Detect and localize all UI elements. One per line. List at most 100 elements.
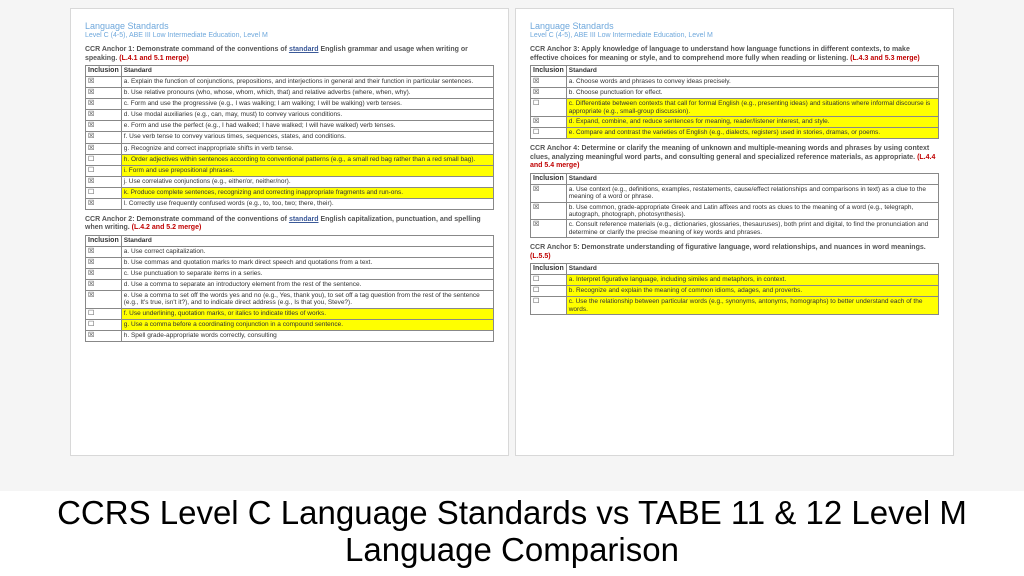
table-row: ☐g. Use a comma before a coordinating co… <box>86 319 494 330</box>
anchor-heading: CCR Anchor 3: Apply knowledge of languag… <box>530 46 939 63</box>
inclusion-mark: ☐ <box>86 308 122 319</box>
table-row: ☒e. Form and use the perfect (e.g., I ha… <box>86 121 494 132</box>
table-row: ☒g. Recognize and correct inappropriate … <box>86 143 494 154</box>
standard-text: i. Form and use prepositional phrases. <box>121 165 493 176</box>
inclusion-mark: ☒ <box>531 77 567 88</box>
table-row: ☐f. Use underlining, quotation marks, or… <box>86 308 494 319</box>
page-right: Language Standards Level C (4-5), ABE II… <box>515 8 954 456</box>
inclusion-mark: ☒ <box>86 132 122 143</box>
table-row: ☐c. Differentiate between contexts that … <box>531 99 939 117</box>
anchor-heading: CCR Anchor 5: Demonstrate understanding … <box>530 244 939 261</box>
standard-text: e. Use a comma to set off the words yes … <box>121 290 493 308</box>
table-row: ☒a. Use correct capitalization. <box>86 246 494 257</box>
table-row: ☐c. Use the relationship between particu… <box>531 297 939 315</box>
inclusion-mark: ☐ <box>531 275 567 286</box>
standards-table: InclusionStandard☒a. Explain the functio… <box>85 65 494 210</box>
inclusion-mark: ☒ <box>86 77 122 88</box>
inclusion-mark: ☐ <box>86 319 122 330</box>
standard-text: a. Use context (e.g., definitions, examp… <box>566 184 938 202</box>
standard-text: g. Recognize and correct inappropriate s… <box>121 143 493 154</box>
standard-text: b. Use commas and quotation marks to mar… <box>121 257 493 268</box>
inclusion-mark: ☒ <box>86 268 122 279</box>
standards-table: InclusionStandard☒a. Choose words and ph… <box>530 65 939 139</box>
table-row: ☐k. Produce complete sentences, recogniz… <box>86 187 494 198</box>
col-inclusion: Inclusion <box>531 264 567 275</box>
table-row: ☒b. Use relative pronouns (who, whose, w… <box>86 88 494 99</box>
standard-text: k. Produce complete sentences, recognizi… <box>121 187 493 198</box>
standard-text: l. Correctly use frequently confused wor… <box>121 198 493 209</box>
table-row: ☒b. Choose punctuation for effect. <box>531 88 939 99</box>
standard-text: c. Form and use the progressive (e.g., I… <box>121 99 493 110</box>
inclusion-mark: ☒ <box>86 330 122 341</box>
inclusion-mark: ☐ <box>531 128 567 139</box>
standard-text: e. Form and use the perfect (e.g., I had… <box>121 121 493 132</box>
anchor-heading: CCR Anchor 2: Demonstrate command of the… <box>85 216 494 233</box>
table-row: ☒l. Correctly use frequently confused wo… <box>86 198 494 209</box>
inclusion-mark: ☐ <box>86 154 122 165</box>
col-inclusion: Inclusion <box>531 66 567 77</box>
inclusion-mark: ☒ <box>86 121 122 132</box>
standard-text: c. Consult reference materials (e.g., di… <box>566 220 938 238</box>
table-row: ☒b. Use commas and quotation marks to ma… <box>86 257 494 268</box>
inclusion-mark: ☒ <box>531 220 567 238</box>
table-row: ☒j. Use correlative conjunctions (e.g., … <box>86 176 494 187</box>
anchor-heading: CCR Anchor 4: Determine or clarify the m… <box>530 145 939 170</box>
page-left: Language Standards Level C (4-5), ABE II… <box>70 8 509 456</box>
standard-text: j. Use correlative conjunctions (e.g., e… <box>121 176 493 187</box>
col-standard: Standard <box>566 66 938 77</box>
table-row: ☒a. Use context (e.g., definitions, exam… <box>531 184 939 202</box>
table-row: ☒b. Use common, grade-appropriate Greek … <box>531 202 939 220</box>
inclusion-mark: ☐ <box>531 297 567 315</box>
col-standard: Standard <box>566 173 938 184</box>
standards-table: InclusionStandard☐a. Interpret figurativ… <box>530 263 939 315</box>
inclusion-mark: ☒ <box>531 202 567 220</box>
inclusion-mark: ☒ <box>86 143 122 154</box>
col-standard: Standard <box>566 264 938 275</box>
pages-container: Language Standards Level C (4-5), ABE II… <box>0 0 1024 456</box>
standard-text: d. Use a comma to separate an introducto… <box>121 279 493 290</box>
standard-text: b. Use relative pronouns (who, whose, wh… <box>121 88 493 99</box>
col-standard: Standard <box>121 235 493 246</box>
standard-text: d. Use modal auxiliaries (e.g., can, may… <box>121 110 493 121</box>
slide-caption: CCRS Level C Language Standards vs TABE … <box>0 491 1024 576</box>
col-inclusion: Inclusion <box>86 235 122 246</box>
inclusion-mark: ☒ <box>531 117 567 128</box>
table-row: ☒h. Spell grade-appropriate words correc… <box>86 330 494 341</box>
standards-table: InclusionStandard☒a. Use correct capital… <box>85 235 494 342</box>
inclusion-mark: ☒ <box>86 88 122 99</box>
section-title-right: Language Standards <box>530 21 939 31</box>
table-row: ☒d. Use modal auxiliaries (e.g., can, ma… <box>86 110 494 121</box>
inclusion-mark: ☐ <box>86 187 122 198</box>
table-row: ☒e. Use a comma to set off the words yes… <box>86 290 494 308</box>
inclusion-mark: ☒ <box>86 257 122 268</box>
standard-text: h. Spell grade-appropriate words correct… <box>121 330 493 341</box>
standard-text: c. Use the relationship between particul… <box>566 297 938 315</box>
standard-text: a. Use correct capitalization. <box>121 246 493 257</box>
standard-text: h. Order adjectives within sentences acc… <box>121 154 493 165</box>
inclusion-mark: ☒ <box>86 246 122 257</box>
inclusion-mark: ☒ <box>86 198 122 209</box>
standard-text: c. Differentiate between contexts that c… <box>566 99 938 117</box>
inclusion-mark: ☒ <box>86 176 122 187</box>
table-row: ☐a. Interpret figurative language, inclu… <box>531 275 939 286</box>
section-title-left: Language Standards <box>85 21 494 31</box>
table-row: ☒a. Choose words and phrases to convey i… <box>531 77 939 88</box>
standard-text: f. Use underlining, quotation marks, or … <box>121 308 493 319</box>
standard-text: b. Choose punctuation for effect. <box>566 88 938 99</box>
inclusion-mark: ☒ <box>531 88 567 99</box>
inclusion-mark: ☒ <box>86 110 122 121</box>
inclusion-mark: ☐ <box>531 99 567 117</box>
table-row: ☐h. Order adjectives within sentences ac… <box>86 154 494 165</box>
col-inclusion: Inclusion <box>86 66 122 77</box>
col-inclusion: Inclusion <box>531 173 567 184</box>
col-standard: Standard <box>121 66 493 77</box>
standard-text: g. Use a comma before a coordinating con… <box>121 319 493 330</box>
table-row: ☒d. Expand, combine, and reduce sentence… <box>531 117 939 128</box>
standard-text: e. Compare and contrast the varieties of… <box>566 128 938 139</box>
table-row: ☒a. Explain the function of conjunctions… <box>86 77 494 88</box>
table-row: ☐i. Form and use prepositional phrases. <box>86 165 494 176</box>
inclusion-mark: ☒ <box>86 279 122 290</box>
section-sub-right: Level C (4-5), ABE III Low Intermediate … <box>530 32 939 40</box>
inclusion-mark: ☒ <box>531 184 567 202</box>
standard-text: a. Choose words and phrases to convey id… <box>566 77 938 88</box>
